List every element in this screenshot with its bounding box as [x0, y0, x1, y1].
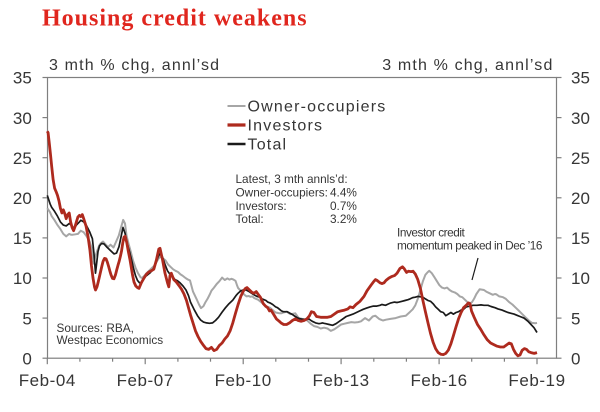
svg-text:25: 25 — [571, 149, 590, 168]
svg-text:Owner-occupiers:: Owner-occupiers: — [236, 185, 328, 199]
svg-text:35: 35 — [571, 69, 590, 88]
svg-text:0: 0 — [22, 349, 31, 368]
svg-text:Investor credit: Investor credit — [397, 226, 466, 240]
svg-text:3 mth % chg, annl’sd: 3 mth % chg, annl’sd — [49, 57, 220, 74]
svg-text:momentum peaked in Dec ’16: momentum peaked in Dec ’16 — [397, 239, 543, 253]
svg-text:Total: Total — [248, 137, 288, 154]
svg-text:Westpac Economics: Westpac Economics — [57, 333, 164, 347]
svg-text:0: 0 — [571, 349, 580, 368]
svg-text:30: 30 — [13, 109, 32, 128]
svg-text:Feb-10: Feb-10 — [215, 371, 272, 390]
svg-text:Total:: Total: — [236, 212, 264, 226]
svg-text:Sources: RBA,: Sources: RBA, — [57, 321, 134, 335]
svg-text:3 mth % chg, annl’sd: 3 mth % chg, annl’sd — [382, 57, 553, 74]
svg-text:Feb-07: Feb-07 — [117, 371, 174, 390]
svg-text:5: 5 — [22, 309, 31, 328]
svg-text:35: 35 — [13, 69, 32, 88]
svg-text:Owner-occupiers: Owner-occupiers — [248, 99, 387, 116]
svg-text:Feb-16: Feb-16 — [411, 371, 468, 390]
svg-text:25: 25 — [13, 149, 32, 168]
svg-text:5: 5 — [571, 309, 580, 328]
svg-text:4.4%: 4.4% — [330, 185, 357, 199]
svg-text:20: 20 — [571, 189, 590, 208]
svg-text:10: 10 — [571, 269, 590, 288]
svg-text:15: 15 — [13, 229, 32, 248]
svg-text:Investors: Investors — [248, 118, 324, 135]
svg-text:10: 10 — [13, 269, 32, 288]
svg-text:Investors:: Investors: — [236, 199, 287, 213]
svg-text:30: 30 — [571, 109, 590, 128]
svg-text:15: 15 — [571, 229, 590, 248]
svg-text:Latest, 3 mth annls’d:: Latest, 3 mth annls’d: — [236, 172, 348, 186]
svg-text:20: 20 — [13, 189, 32, 208]
svg-text:Feb-13: Feb-13 — [313, 371, 370, 390]
svg-text:3.2%: 3.2% — [330, 212, 357, 226]
svg-text:Feb-04: Feb-04 — [19, 371, 76, 390]
svg-text:Feb-19: Feb-19 — [508, 371, 565, 390]
svg-text:0.7%: 0.7% — [330, 199, 357, 213]
svg-text:Housing credit weakens: Housing credit weakens — [42, 6, 308, 32]
